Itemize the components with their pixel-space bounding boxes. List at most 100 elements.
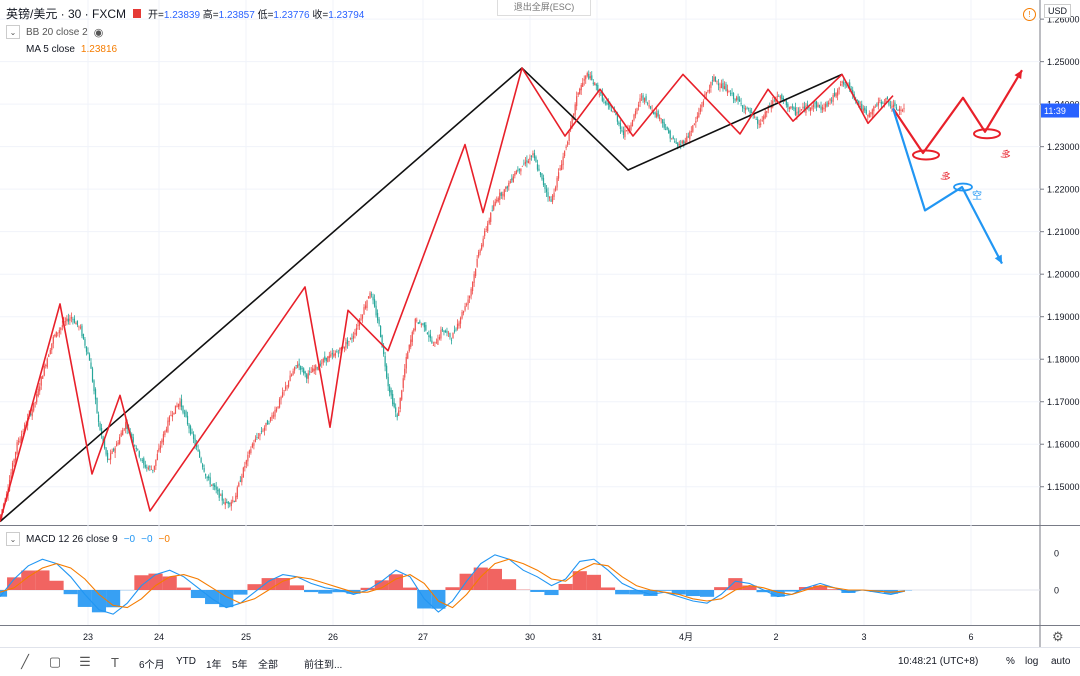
- candle-body: [685, 142, 686, 144]
- rectangle-icon[interactable]: ▢: [44, 652, 66, 672]
- macd-tick-label: 0: [1054, 549, 1059, 559]
- candle-body: [843, 82, 844, 85]
- candle-body: [321, 363, 322, 364]
- chevron-down-icon[interactable]: ⌄: [6, 532, 20, 546]
- auto-toggle[interactable]: auto: [1051, 656, 1070, 667]
- log-toggle[interactable]: log: [1025, 656, 1038, 667]
- candle-body: [612, 111, 613, 112]
- candle-body: [676, 143, 677, 144]
- candle-body: [457, 324, 458, 329]
- candle-body: [121, 433, 122, 437]
- macd-bar: [233, 590, 247, 595]
- indicator-ma[interactable]: MA 5 close 1.23816: [26, 44, 117, 55]
- percent-toggle[interactable]: %: [1006, 656, 1015, 667]
- candle-body: [547, 192, 548, 197]
- candle-body: [255, 439, 256, 442]
- eye-icon[interactable]: ◉: [94, 26, 104, 39]
- candle-body: [712, 80, 713, 81]
- candle-body: [297, 365, 298, 368]
- candle-body: [816, 101, 817, 107]
- candle-body: [274, 410, 275, 417]
- candle-body: [83, 334, 84, 339]
- candle-body: [455, 330, 456, 331]
- candle-body: [876, 105, 877, 106]
- exit-fullscreen-button[interactable]: 退出全屏(ESC): [497, 0, 591, 16]
- bullish-label: 多: [939, 169, 953, 185]
- candle-body: [644, 98, 645, 102]
- candle-body: [540, 172, 541, 175]
- currency-badge[interactable]: USD: [1044, 4, 1071, 18]
- tf-6m[interactable]: 6个月: [139, 656, 165, 671]
- candle-body: [864, 108, 865, 111]
- ohlc-values: 开=1.23839 高=1.23857 低=1.23776 收=1.23794: [148, 6, 364, 21]
- candle-body: [57, 333, 58, 334]
- candle-body: [630, 125, 631, 130]
- candle-body: [220, 495, 221, 496]
- candle-body: [234, 501, 235, 502]
- candle-body: [786, 100, 787, 105]
- candle-body: [283, 390, 284, 391]
- chevron-down-icon[interactable]: ⌄: [6, 25, 20, 39]
- candle-body: [247, 455, 248, 462]
- candle-body: [264, 428, 265, 431]
- candle-body: [762, 120, 763, 121]
- candle-body: [246, 460, 247, 464]
- candle-body: [419, 321, 420, 323]
- candle-body: [258, 437, 259, 438]
- tf-all[interactable]: 全部: [258, 656, 278, 671]
- candle-body: [50, 350, 51, 354]
- candle-body: [60, 328, 61, 330]
- candle-body: [606, 103, 607, 104]
- candle-body: [538, 169, 539, 171]
- alert-icon[interactable]: !: [1023, 8, 1036, 21]
- candle-body: [65, 321, 66, 322]
- fib-lines-icon[interactable]: ☰: [74, 652, 96, 672]
- candle-body: [240, 480, 241, 481]
- candle-body: [581, 85, 582, 90]
- candle-body: [739, 99, 740, 101]
- tf-ytd[interactable]: YTD: [176, 656, 196, 667]
- candle-body: [679, 144, 680, 145]
- candle-body: [474, 274, 475, 283]
- indicator-bb[interactable]: ⌄ BB 20 close 2 ◉: [6, 25, 103, 39]
- candle-body: [378, 319, 379, 323]
- tf-1y[interactable]: 1年: [206, 656, 222, 671]
- candle-body: [317, 368, 318, 369]
- indicator-macd[interactable]: ⌄ MACD 12 26 close 9 −0 −0 −0: [6, 532, 170, 546]
- candle-body: [893, 105, 894, 107]
- time-tick-label: 2: [773, 632, 778, 642]
- goto-button[interactable]: 前往到...: [304, 656, 342, 671]
- candle-body: [463, 311, 464, 313]
- candle-body: [152, 470, 153, 471]
- candle-body: [709, 90, 710, 92]
- candle-body: [345, 342, 346, 348]
- gear-icon[interactable]: ⚙: [1052, 629, 1064, 645]
- clock-readout[interactable]: 10:48:21 (UTC+8): [898, 656, 978, 667]
- candle-body: [526, 160, 527, 162]
- candle-body: [211, 485, 212, 486]
- candle-body: [516, 171, 517, 174]
- candle-body: [781, 95, 782, 99]
- candle-body: [873, 106, 874, 111]
- candle-body: [510, 181, 511, 184]
- candle-body: [285, 386, 286, 389]
- text-tool-icon[interactable]: T: [104, 652, 126, 672]
- candle-body: [674, 141, 675, 142]
- candle-body: [280, 397, 281, 399]
- candle-body: [748, 108, 749, 109]
- trend-line-icon[interactable]: ╱: [14, 652, 36, 672]
- candle-body: [513, 176, 514, 182]
- candle-body: [372, 297, 373, 301]
- tf-5y[interactable]: 5年: [232, 656, 248, 671]
- candle-body: [745, 108, 746, 110]
- candle-body: [537, 164, 538, 169]
- macd-bar: [290, 585, 304, 590]
- candle-body: [442, 329, 443, 331]
- candle-body: [594, 83, 595, 85]
- candle-body: [585, 76, 586, 79]
- time-tick-label: 27: [418, 632, 428, 642]
- candle-body: [759, 124, 760, 125]
- symbol-title[interactable]: 英镑/美元 · 30 · FXCM: [6, 5, 126, 22]
- candle-body: [621, 130, 622, 131]
